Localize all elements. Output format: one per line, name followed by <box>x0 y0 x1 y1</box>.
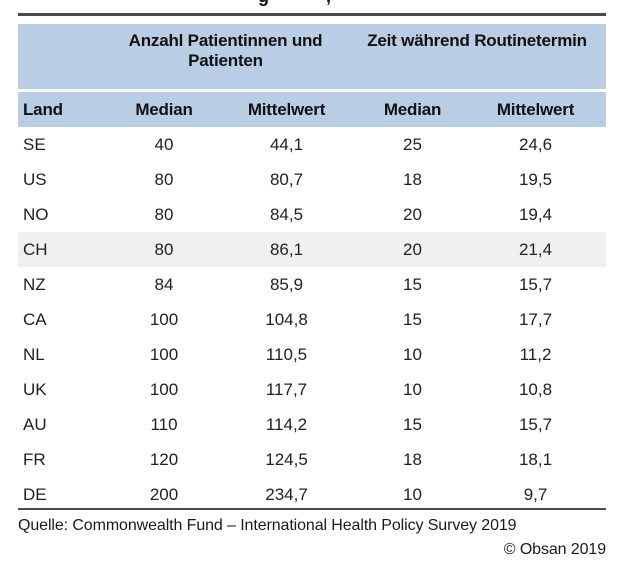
value-cell: 15 <box>348 267 478 302</box>
value-cell: 10 <box>348 337 478 372</box>
value-cell: 19,4 <box>477 197 607 232</box>
corner-cell <box>18 24 103 91</box>
value-cell: 15 <box>348 407 478 442</box>
country-cell: CA <box>18 302 103 337</box>
source-note: Quelle: Commonwealth Fund – Internationa… <box>18 517 517 534</box>
bottom-rule <box>18 508 606 510</box>
top-rule <box>18 13 606 16</box>
country-cell: NO <box>18 197 103 232</box>
value-cell: 20 <box>348 197 478 232</box>
value-cell: 20 <box>348 232 478 267</box>
country-cell: AU <box>18 407 103 442</box>
value-cell: 80 <box>103 232 225 267</box>
value-cell: 15,7 <box>477 407 607 442</box>
value-cell: 100 <box>103 302 225 337</box>
column-header-row: Land Median Mittelwert Median Mittelwert <box>18 89 607 127</box>
country-cell: CH <box>18 232 103 267</box>
country-cell: DE <box>18 477 103 512</box>
country-cell: UK <box>18 372 103 407</box>
value-cell: 15 <box>348 302 478 337</box>
value-cell: 100 <box>103 372 225 407</box>
value-cell: 10,8 <box>477 372 607 407</box>
table-row: SE 40 44,1 25 24,6 <box>18 127 607 162</box>
value-cell: 104,8 <box>225 302 349 337</box>
table-row: NZ 84 85,9 15 15,7 <box>18 267 607 302</box>
value-cell: 84,5 <box>225 197 349 232</box>
column-header-land: Land <box>18 89 103 127</box>
value-cell: 18 <box>348 442 478 477</box>
table-row: NO 80 84,5 20 19,4 <box>18 197 607 232</box>
clipped-title-fragment: g , <box>0 0 640 8</box>
clipped-title-glyph: g <box>258 0 269 7</box>
country-cell: NZ <box>18 267 103 302</box>
value-cell: 18 <box>348 162 478 197</box>
country-cell: FR <box>18 442 103 477</box>
value-cell: 84 <box>103 267 225 302</box>
value-cell: 200 <box>103 477 225 512</box>
copyright-note: © Obsan 2019 <box>503 541 606 558</box>
table-row: NL 100 110,5 10 11,2 <box>18 337 607 372</box>
value-cell: 100 <box>103 337 225 372</box>
value-cell: 21,4 <box>477 232 607 267</box>
value-cell: 10 <box>348 372 478 407</box>
value-cell: 9,7 <box>477 477 607 512</box>
value-cell: 234,7 <box>225 477 349 512</box>
value-cell: 24,6 <box>477 127 607 162</box>
value-cell: 18,1 <box>477 442 607 477</box>
value-cell: 110,5 <box>225 337 349 372</box>
value-cell: 86,1 <box>225 232 349 267</box>
table-row: US 80 80,7 18 19,5 <box>18 162 607 197</box>
table-row-highlighted: CH 80 86,1 20 21,4 <box>18 232 607 267</box>
country-cell: NL <box>18 337 103 372</box>
value-cell: 80,7 <box>225 162 349 197</box>
value-cell: 11,2 <box>477 337 607 372</box>
value-cell: 117,7 <box>225 372 349 407</box>
table-row: AU 110 114,2 15 15,7 <box>18 407 607 442</box>
value-cell: 110 <box>103 407 225 442</box>
table-row: FR 120 124,5 18 18,1 <box>18 442 607 477</box>
value-cell: 80 <box>103 162 225 197</box>
value-cell: 85,9 <box>225 267 349 302</box>
value-cell: 120 <box>103 442 225 477</box>
group-header-anzahl: Anzahl Patientinnen und Patienten <box>103 24 349 91</box>
table-row: UK 100 117,7 10 10,8 <box>18 372 607 407</box>
value-cell: 80 <box>103 197 225 232</box>
value-cell: 124,5 <box>225 442 349 477</box>
value-cell: 10 <box>348 477 478 512</box>
value-cell: 44,1 <box>225 127 349 162</box>
column-header-mittelwert-1: Mittelwert <box>225 89 349 127</box>
value-cell: 19,5 <box>477 162 607 197</box>
group-header-zeit: Zeit während Routinetermin <box>348 24 607 91</box>
value-cell: 40 <box>103 127 225 162</box>
value-cell: 15,7 <box>477 267 607 302</box>
column-header-mittelwert-2: Mittelwert <box>477 89 607 127</box>
column-group-row: Anzahl Patientinnen und Patienten Zeit w… <box>18 24 607 91</box>
table-row: DE 200 234,7 10 9,7 <box>18 477 607 512</box>
value-cell: 17,7 <box>477 302 607 337</box>
column-header-median-1: Median <box>103 89 225 127</box>
patients-table: Anzahl Patientinnen und Patienten Zeit w… <box>18 24 607 512</box>
value-cell: 114,2 <box>225 407 349 442</box>
clipped-title-glyph: , <box>326 0 331 7</box>
country-cell: SE <box>18 127 103 162</box>
table-row: CA 100 104,8 15 17,7 <box>18 302 607 337</box>
column-header-median-2: Median <box>348 89 478 127</box>
value-cell: 25 <box>348 127 478 162</box>
country-cell: US <box>18 162 103 197</box>
